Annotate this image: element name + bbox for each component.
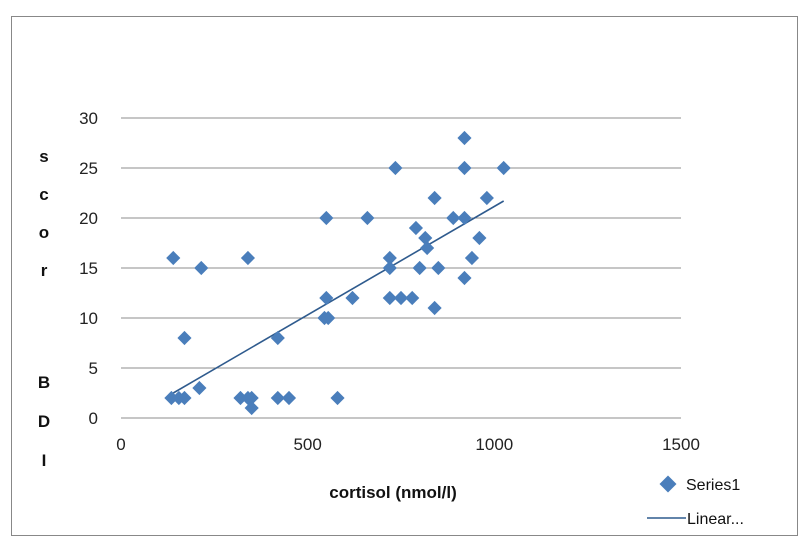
data-point xyxy=(420,240,435,256)
data-point xyxy=(446,210,461,226)
y-tick-labels: 0 5 10 15 20 25 30 xyxy=(79,109,98,428)
data-point xyxy=(427,300,442,316)
gridlines xyxy=(121,117,681,369)
y-tick-label: 0 xyxy=(89,409,98,428)
x-tick-label: 500 xyxy=(293,435,321,454)
legend: Series1 Linear... xyxy=(647,475,744,528)
data-point xyxy=(192,380,207,396)
y-title-letter: I xyxy=(42,451,47,470)
data-point xyxy=(321,310,336,326)
x-tick-label: 0 xyxy=(116,435,125,454)
data-point xyxy=(464,250,480,266)
trendline-layer xyxy=(172,200,505,394)
y-title-letter: r xyxy=(41,261,48,280)
chart-frame xyxy=(11,16,798,536)
data-point xyxy=(240,250,256,266)
y-title-letter: B xyxy=(38,373,50,392)
y-title-letter: c xyxy=(39,185,48,204)
data-point xyxy=(330,390,345,406)
data-point xyxy=(388,160,403,176)
data-point xyxy=(166,250,181,266)
y-tick-label: 30 xyxy=(79,109,98,128)
data-point xyxy=(345,290,360,306)
data-point xyxy=(418,230,433,246)
data-point xyxy=(244,400,259,416)
data-point xyxy=(382,290,397,306)
legend-label-series1: Series1 xyxy=(686,477,740,494)
x-tick-labels: 0 500 1000 1500 xyxy=(116,435,700,454)
data-point xyxy=(479,190,494,206)
linear-trendline xyxy=(172,200,505,394)
data-point xyxy=(472,230,487,246)
y-title-letter: o xyxy=(39,223,49,242)
data-point xyxy=(431,260,446,276)
data-point xyxy=(457,270,472,286)
data-point xyxy=(457,210,472,226)
data-point xyxy=(233,390,248,406)
data-point xyxy=(177,390,192,406)
x-tick-label: 1500 xyxy=(662,435,700,454)
y-title-letter: s xyxy=(39,147,48,166)
legend-label-linear: Linear... xyxy=(687,511,744,528)
y-title-letter: D xyxy=(38,412,50,431)
data-point xyxy=(177,330,192,346)
y-tick-label: 20 xyxy=(79,209,98,228)
data-point xyxy=(496,160,511,176)
y-axis-title: s c o r B D I xyxy=(38,147,50,470)
data-point xyxy=(164,390,179,406)
data-point xyxy=(270,390,285,406)
scatter-points xyxy=(164,130,511,416)
data-point xyxy=(270,330,285,346)
data-point xyxy=(319,290,334,306)
y-tick-label: 10 xyxy=(79,309,98,328)
data-point xyxy=(319,210,334,226)
y-tick-label: 5 xyxy=(89,359,98,378)
x-tick-label: 1000 xyxy=(475,435,513,454)
data-point xyxy=(360,210,375,226)
data-point xyxy=(382,250,397,266)
x-axis-title: cortisol (nmol/l) xyxy=(329,483,457,502)
data-point xyxy=(244,390,259,406)
y-tick-label: 15 xyxy=(79,259,98,278)
data-point xyxy=(393,290,409,306)
data-point xyxy=(194,260,209,276)
data-point xyxy=(412,260,427,276)
y-tick-label: 25 xyxy=(79,159,98,178)
data-point xyxy=(408,220,424,236)
data-point xyxy=(405,290,420,306)
data-point xyxy=(457,160,472,176)
data-point xyxy=(281,390,297,406)
data-point xyxy=(427,190,442,206)
data-point xyxy=(382,260,397,276)
data-point xyxy=(457,130,472,146)
legend-marker-series1 xyxy=(659,475,677,493)
